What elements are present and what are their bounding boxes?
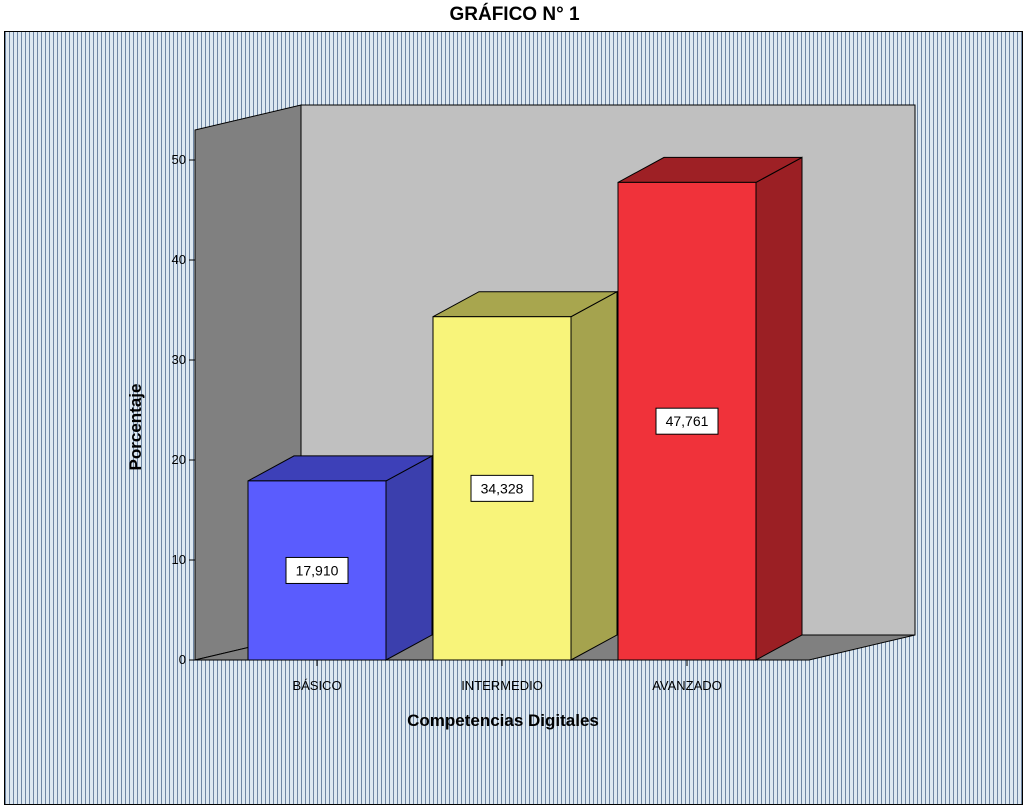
bar-side xyxy=(385,455,433,661)
bar-3: 47,761 AVANZADO xyxy=(617,156,803,693)
data-label: 17,910 xyxy=(296,562,339,578)
y-tick-label: 10 xyxy=(172,552,186,567)
y-tick-label: 50 xyxy=(172,152,186,167)
bar-1: 17,910 BÁSICO xyxy=(247,455,433,693)
x-tick-label: INTERMEDIO xyxy=(461,678,543,693)
x-tick-label: AVANZADO xyxy=(652,678,722,693)
y-tick-label: 30 xyxy=(172,352,186,367)
bars: 17,910 BÁSICO 34,328 INTERMEDIO 47,761 AVANZA… xyxy=(247,156,803,693)
chart-title: GRÁFICO N° 1 xyxy=(449,4,580,25)
x-axis-title: Competencias Digitales xyxy=(407,711,599,730)
y-tick-label: 20 xyxy=(172,452,186,467)
data-label-box xyxy=(285,556,349,584)
y-axis-title: Porcentaje xyxy=(126,384,145,471)
data-label-box xyxy=(470,474,534,502)
bar-side xyxy=(755,156,803,661)
data-label: 47,761 xyxy=(666,413,709,429)
y-tick-label: 0 xyxy=(179,652,186,667)
chart-canvas: 0 10 20 30 40 50 17,910 BÁSICO 34,328 INTERMEDIO… xyxy=(126,104,916,730)
chart-area: 0 10 20 30 40 50 17,910 BÁSICO 34,328 INTERMEDIO… xyxy=(4,31,1023,805)
y-axis: 0 10 20 30 40 50 xyxy=(172,152,195,667)
y-tick-label: 40 xyxy=(172,252,186,267)
data-label: 34,328 xyxy=(481,480,524,496)
x-tick-label: BÁSICO xyxy=(292,678,341,693)
bar-side xyxy=(570,290,618,661)
chart-labels: Competencias Digitales Porcentaje xyxy=(126,384,599,730)
data-label-box xyxy=(655,407,719,435)
bar-2: 34,328 INTERMEDIO xyxy=(432,290,618,693)
